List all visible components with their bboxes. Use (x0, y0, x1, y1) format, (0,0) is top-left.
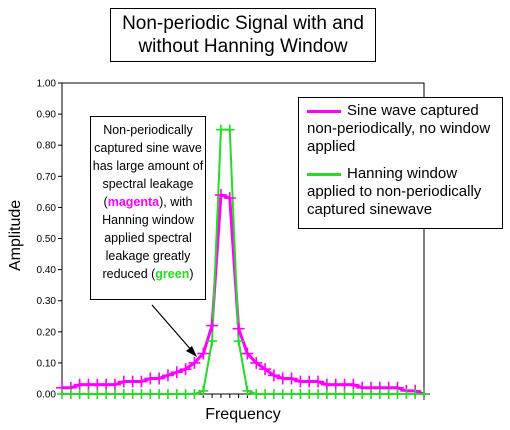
data-point-green (74, 389, 85, 399)
chart-title: Non-periodic Signal with and without Han… (122, 13, 364, 57)
data-point-green (366, 389, 377, 399)
data-point-magenta (108, 378, 121, 391)
data-point-green (57, 389, 67, 399)
data-point-green (330, 389, 341, 399)
annotation-box: Non-periodically captured sine wave has … (90, 116, 206, 300)
data-point-green (136, 389, 147, 399)
y-tick-label: 0.60 (37, 203, 57, 214)
data-point-green (268, 389, 279, 399)
data-point-green (357, 389, 368, 399)
data-point-magenta (259, 363, 272, 376)
legend-label-magenta: Sine wave captured non-periodically, no … (307, 102, 491, 155)
data-point-green (392, 389, 403, 399)
data-point-green (419, 389, 429, 399)
data-point-magenta (223, 192, 236, 205)
data-point-green (304, 389, 315, 399)
data-point-green (109, 389, 120, 399)
data-point-green (162, 389, 173, 399)
data-point-magenta (347, 378, 360, 391)
y-tick-label: 1.00 (37, 79, 57, 90)
legend-label-green: Hanning window applied to non-periodical… (307, 165, 482, 218)
data-point-green (224, 124, 235, 135)
data-point-green (286, 389, 297, 399)
data-point-green (92, 389, 103, 399)
data-point-green (180, 389, 191, 399)
data-point-green (348, 389, 359, 399)
x-axis-label: Frequency (205, 406, 281, 423)
data-point-magenta (188, 356, 201, 369)
data-point-magenta (285, 372, 298, 385)
data-point-magenta (232, 322, 245, 335)
annotation-text-1: Non-periodically captured sine wave has … (92, 123, 204, 209)
data-point-green (410, 389, 421, 399)
data-point-magenta (241, 347, 254, 360)
data-point-green (339, 389, 350, 399)
annotation-arrow (151, 304, 194, 353)
data-point-green (207, 336, 218, 347)
data-point-magenta (153, 372, 166, 385)
y-axis-label: Amplitude (7, 199, 24, 271)
chart-title-box: Non-periodic Signal with and without Han… (110, 8, 376, 62)
data-point-magenta (179, 363, 192, 376)
data-point-green (118, 389, 129, 399)
legend-swatch-green (307, 173, 341, 176)
data-point-green (313, 389, 324, 399)
data-point-green (374, 389, 385, 399)
y-tick-label: 0.30 (37, 296, 57, 307)
y-tick-label: 0.40 (37, 265, 57, 276)
legend-entry-magenta: Sine wave captured non-periodically, no … (307, 102, 497, 156)
y-tick-label: 0.70 (37, 172, 57, 183)
data-point-green (101, 389, 112, 399)
data-point-magenta (170, 366, 183, 379)
data-point-green (321, 389, 332, 399)
data-point-magenta (267, 369, 280, 382)
annotation-magenta-word: magenta (107, 195, 160, 209)
y-tick-label: 0.20 (37, 327, 57, 338)
data-point-green (242, 385, 253, 396)
data-point-green (277, 389, 288, 399)
data-point-green (198, 385, 209, 396)
y-axis-ticks: 0.00 0.10 0.20 0.30 0.40 0.50 0.60 0.70 0.80 0.90… (37, 79, 62, 401)
data-point-magenta (250, 356, 263, 369)
data-point-magenta (197, 347, 210, 360)
legend: Sine wave captured non-periodically, no … (298, 97, 503, 229)
annotation-text-3: ) (189, 267, 194, 281)
data-point-green (383, 389, 394, 399)
data-point-green (145, 389, 156, 399)
data-point-green (83, 389, 94, 399)
y-tick-label: 0.90 (37, 110, 57, 121)
legend-entry-green: Hanning window applied to non-periodical… (307, 165, 497, 219)
data-point-green (127, 389, 138, 399)
data-point-magenta (161, 369, 174, 382)
data-point-green (295, 389, 306, 399)
data-point-green (215, 124, 226, 135)
y-tick-label: 0.50 (37, 234, 57, 245)
data-point-green (260, 389, 271, 399)
annotation-arrow-head (186, 346, 197, 357)
y-tick-label: 0.10 (37, 358, 57, 369)
series-group (56, 124, 430, 400)
data-point-green (154, 389, 165, 399)
data-point-magenta (135, 375, 148, 388)
legend-swatch-magenta (307, 110, 341, 113)
data-point-magenta (312, 375, 325, 388)
annotation-green-word: green (155, 267, 190, 281)
data-point-green (171, 389, 182, 399)
y-tick-label: 0.00 (37, 390, 57, 401)
y-tick-label: 0.80 (37, 141, 57, 152)
data-point-green (65, 389, 76, 399)
data-point-green (233, 336, 244, 347)
data-point-green (189, 389, 200, 399)
annotation-text-2: ), with Hanning window applied spectral … (102, 195, 194, 281)
data-point-green (251, 389, 262, 399)
data-point-magenta (214, 188, 227, 201)
data-point-magenta (206, 319, 219, 332)
data-point-green (401, 389, 412, 399)
